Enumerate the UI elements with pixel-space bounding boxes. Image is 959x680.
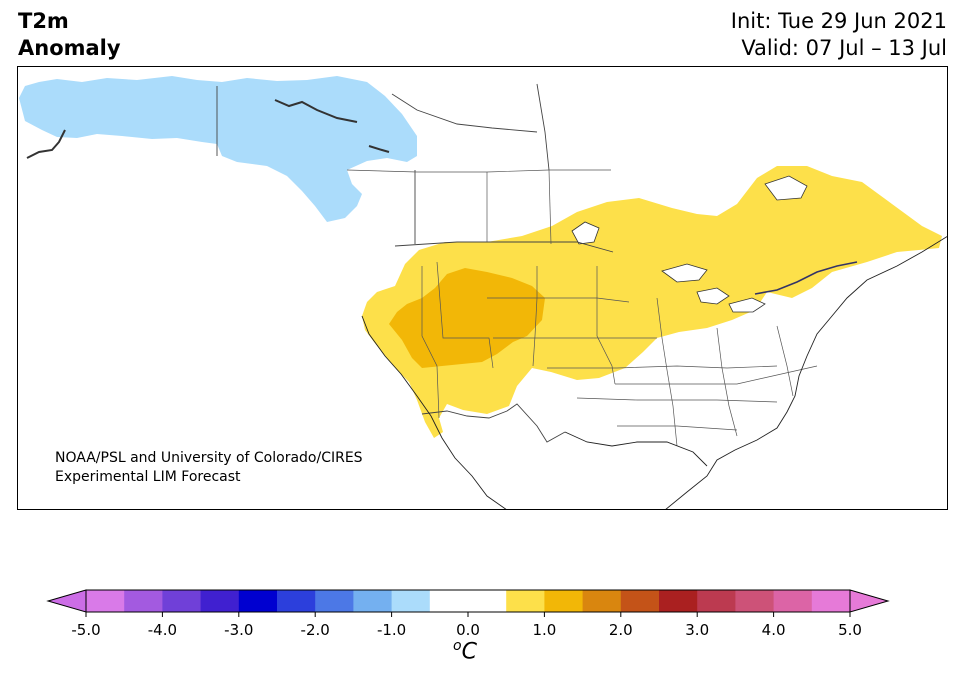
credit-text: NOAA/PSL and University of Colorado/CIRE… [55, 449, 363, 487]
colorbar-swatch [353, 590, 393, 612]
warm-anomaly-region [362, 166, 942, 438]
state-borders [346, 169, 818, 447]
colorbar-swatch [200, 590, 240, 612]
unit-superscript: o [453, 638, 462, 654]
colorbar-swatch [277, 590, 316, 612]
colorbar-swatch [582, 590, 622, 612]
colorbar-swatch [544, 590, 584, 612]
gulf-coast [564, 431, 708, 467]
colorbar-swatch [697, 590, 736, 612]
colorbar-swatch [162, 590, 202, 612]
title-left: T2m Anomaly [18, 8, 121, 62]
colorbar-tick-label: 1.0 [532, 621, 556, 639]
colorbar-swatch [468, 590, 507, 612]
colorbar-swatch [811, 590, 851, 612]
colorbar-swatch [773, 590, 813, 612]
colorbar-swatch [238, 590, 278, 612]
colorbar-swatch [124, 590, 163, 612]
colorbar-swatch [506, 590, 545, 612]
major-rivers [26, 99, 390, 159]
colorbar-swatch [659, 590, 698, 612]
colorbar-tick-label: 4.0 [762, 621, 786, 639]
coastline [361, 315, 508, 510]
init-date: Init: Tue 29 Jun 2021 [730, 9, 947, 33]
colorbar-tick-label: 5.0 [838, 621, 862, 639]
title-right: Init: Tue 29 Jun 2021 Valid: 07 Jul – 13… [731, 8, 947, 62]
colorbar-tick-label: -5.0 [71, 621, 100, 639]
credit-line-1: NOAA/PSL and University of Colorado/CIRE… [55, 450, 363, 466]
colorbar-swatch [429, 590, 469, 612]
credit-line-2: Experimental LIM Forecast [55, 469, 241, 485]
colorbar-under-arrow [46, 589, 87, 613]
colorbar-tick-label: 2.0 [609, 621, 633, 639]
colorbar-tick-label: -4.0 [148, 621, 177, 639]
colorbar-tick-label: 0.0 [456, 621, 480, 639]
colorbar-swatch [735, 590, 775, 612]
colorbar-swatch [391, 590, 431, 612]
colorbar-tick-label: -2.0 [301, 621, 330, 639]
st-lawrence-river [754, 261, 858, 295]
colorbar-tick-label: -3.0 [224, 621, 253, 639]
colorbar-swatch [86, 590, 125, 612]
anomaly-map [17, 66, 948, 510]
strong-warm-anomaly-region [389, 268, 545, 368]
water-bodies [571, 175, 808, 313]
title-variable: T2m [18, 9, 69, 33]
unit-label: C [461, 639, 477, 665]
colorbar-swatch [315, 590, 354, 612]
coastline-east [664, 235, 948, 510]
colorbar-tick-label: 3.0 [685, 621, 709, 639]
title-anomaly: Anomaly [18, 36, 121, 60]
colorbar-tick-label: -1.0 [377, 621, 406, 639]
colorbar-unit: oC [453, 638, 477, 664]
cold-anomaly-region [19, 76, 417, 222]
country-borders [216, 83, 614, 443]
colorbar: -5.0 -4.0 -3.0 -2.0 -1.0 0.0 1.0 2.0 3.0 4.0 5.0 [46, 589, 890, 639]
colorbar-over-arrow [849, 589, 890, 613]
map-frame [17, 66, 948, 510]
colorbar-swatch [620, 590, 660, 612]
valid-range: Valid: 07 Jul – 13 Jul [741, 36, 947, 60]
